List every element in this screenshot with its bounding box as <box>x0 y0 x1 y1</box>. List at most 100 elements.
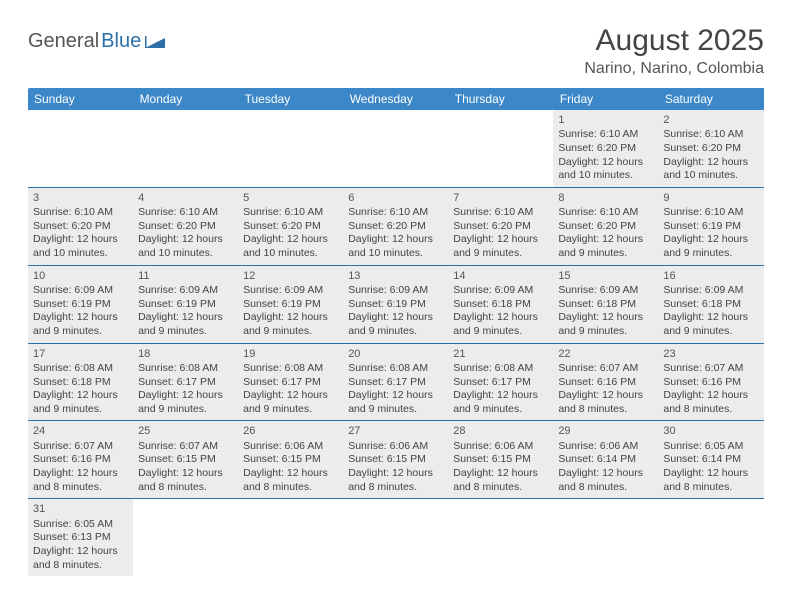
sunset-line: Sunset: 6:20 PM <box>138 220 233 234</box>
sunset-line: Sunset: 6:15 PM <box>243 453 338 467</box>
day-number: 13 <box>348 269 443 283</box>
day-number: 14 <box>453 269 548 283</box>
day-number: 8 <box>558 191 653 205</box>
sunset-line: Sunset: 6:20 PM <box>663 142 758 156</box>
daylight-line-2: and 9 minutes. <box>243 325 338 339</box>
daylight-line-2: and 8 minutes. <box>348 481 443 495</box>
daylight-line-2: and 9 minutes. <box>33 403 128 417</box>
sunset-line: Sunset: 6:17 PM <box>243 376 338 390</box>
calendar-cell: 18Sunrise: 6:08 AMSunset: 6:17 PMDayligh… <box>133 343 238 421</box>
sunrise-line: Sunrise: 6:05 AM <box>33 518 128 532</box>
calendar-week-row: 17Sunrise: 6:08 AMSunset: 6:18 PMDayligh… <box>28 343 764 421</box>
daylight-line: Daylight: 12 hours <box>663 467 758 481</box>
calendar-header-row: Sunday Monday Tuesday Wednesday Thursday… <box>28 88 764 110</box>
daylight-line-2: and 8 minutes. <box>33 559 128 573</box>
sunset-line: Sunset: 6:19 PM <box>138 298 233 312</box>
sunrise-line: Sunrise: 6:10 AM <box>453 206 548 220</box>
calendar-cell: 27Sunrise: 6:06 AMSunset: 6:15 PMDayligh… <box>343 421 448 499</box>
calendar-cell <box>133 499 238 576</box>
sunrise-line: Sunrise: 6:09 AM <box>558 284 653 298</box>
daylight-line: Daylight: 12 hours <box>33 389 128 403</box>
sunset-line: Sunset: 6:16 PM <box>663 376 758 390</box>
daylight-line: Daylight: 12 hours <box>663 233 758 247</box>
calendar-cell <box>448 499 553 576</box>
daylight-line: Daylight: 12 hours <box>138 233 233 247</box>
sunset-line: Sunset: 6:15 PM <box>348 453 443 467</box>
calendar-cell: 5Sunrise: 6:10 AMSunset: 6:20 PMDaylight… <box>238 187 343 265</box>
daylight-line: Daylight: 12 hours <box>243 467 338 481</box>
day-number: 16 <box>663 269 758 283</box>
calendar-cell <box>133 110 238 187</box>
calendar-cell: 4Sunrise: 6:10 AMSunset: 6:20 PMDaylight… <box>133 187 238 265</box>
calendar-table: Sunday Monday Tuesday Wednesday Thursday… <box>28 88 764 576</box>
daylight-line-2: and 9 minutes. <box>663 325 758 339</box>
calendar-cell: 7Sunrise: 6:10 AMSunset: 6:20 PMDaylight… <box>448 187 553 265</box>
daylight-line: Daylight: 12 hours <box>453 389 548 403</box>
calendar-cell: 11Sunrise: 6:09 AMSunset: 6:19 PMDayligh… <box>133 265 238 343</box>
day-number: 29 <box>558 424 653 438</box>
calendar-cell <box>553 499 658 576</box>
daylight-line: Daylight: 12 hours <box>663 156 758 170</box>
day-number: 12 <box>243 269 338 283</box>
sunrise-line: Sunrise: 6:07 AM <box>33 440 128 454</box>
sunrise-line: Sunrise: 6:06 AM <box>243 440 338 454</box>
day-number: 6 <box>348 191 443 205</box>
daylight-line-2: and 10 minutes. <box>33 247 128 261</box>
calendar-cell <box>28 110 133 187</box>
sunset-line: Sunset: 6:19 PM <box>348 298 443 312</box>
calendar-cell: 31Sunrise: 6:05 AMSunset: 6:13 PMDayligh… <box>28 499 133 576</box>
sunset-line: Sunset: 6:19 PM <box>33 298 128 312</box>
sunset-line: Sunset: 6:17 PM <box>453 376 548 390</box>
day-header: Wednesday <box>343 88 448 110</box>
daylight-line-2: and 9 minutes. <box>138 325 233 339</box>
day-number: 28 <box>453 424 548 438</box>
sunrise-line: Sunrise: 6:05 AM <box>663 440 758 454</box>
sunrise-line: Sunrise: 6:09 AM <box>453 284 548 298</box>
day-number: 26 <box>243 424 338 438</box>
calendar-cell <box>448 110 553 187</box>
logo: GeneralBlue <box>28 24 167 53</box>
day-number: 22 <box>558 347 653 361</box>
day-number: 30 <box>663 424 758 438</box>
daylight-line-2: and 9 minutes. <box>453 325 548 339</box>
calendar-cell: 3Sunrise: 6:10 AMSunset: 6:20 PMDaylight… <box>28 187 133 265</box>
sunset-line: Sunset: 6:20 PM <box>558 220 653 234</box>
sunrise-line: Sunrise: 6:10 AM <box>138 206 233 220</box>
sunrise-line: Sunrise: 6:10 AM <box>663 128 758 142</box>
calendar-cell: 14Sunrise: 6:09 AMSunset: 6:18 PMDayligh… <box>448 265 553 343</box>
sunrise-line: Sunrise: 6:09 AM <box>243 284 338 298</box>
sunset-line: Sunset: 6:17 PM <box>348 376 443 390</box>
calendar-cell: 13Sunrise: 6:09 AMSunset: 6:19 PMDayligh… <box>343 265 448 343</box>
daylight-line: Daylight: 12 hours <box>663 311 758 325</box>
day-number: 17 <box>33 347 128 361</box>
sunrise-line: Sunrise: 6:09 AM <box>348 284 443 298</box>
daylight-line-2: and 9 minutes. <box>348 403 443 417</box>
sunrise-line: Sunrise: 6:10 AM <box>348 206 443 220</box>
daylight-line: Daylight: 12 hours <box>453 233 548 247</box>
daylight-line-2: and 9 minutes. <box>33 325 128 339</box>
day-number: 4 <box>138 191 233 205</box>
day-number: 3 <box>33 191 128 205</box>
daylight-line: Daylight: 12 hours <box>558 156 653 170</box>
calendar-cell <box>343 499 448 576</box>
sunrise-line: Sunrise: 6:09 AM <box>138 284 233 298</box>
calendar-cell: 9Sunrise: 6:10 AMSunset: 6:19 PMDaylight… <box>658 187 763 265</box>
daylight-line-2: and 9 minutes. <box>453 247 548 261</box>
sunset-line: Sunset: 6:18 PM <box>453 298 548 312</box>
daylight-line-2: and 10 minutes. <box>558 169 653 183</box>
daylight-line: Daylight: 12 hours <box>33 311 128 325</box>
daylight-line-2: and 8 minutes. <box>558 481 653 495</box>
sunrise-line: Sunrise: 6:10 AM <box>243 206 338 220</box>
sunrise-line: Sunrise: 6:07 AM <box>558 362 653 376</box>
calendar-cell: 22Sunrise: 6:07 AMSunset: 6:16 PMDayligh… <box>553 343 658 421</box>
day-number: 27 <box>348 424 443 438</box>
sunset-line: Sunset: 6:20 PM <box>453 220 548 234</box>
day-header: Monday <box>133 88 238 110</box>
calendar-week-row: 3Sunrise: 6:10 AMSunset: 6:20 PMDaylight… <box>28 187 764 265</box>
sunrise-line: Sunrise: 6:08 AM <box>348 362 443 376</box>
daylight-line-2: and 9 minutes. <box>558 325 653 339</box>
logo-text-blue: Blue <box>101 30 141 53</box>
daylight-line-2: and 9 minutes. <box>243 403 338 417</box>
daylight-line-2: and 8 minutes. <box>453 481 548 495</box>
calendar-cell <box>238 110 343 187</box>
